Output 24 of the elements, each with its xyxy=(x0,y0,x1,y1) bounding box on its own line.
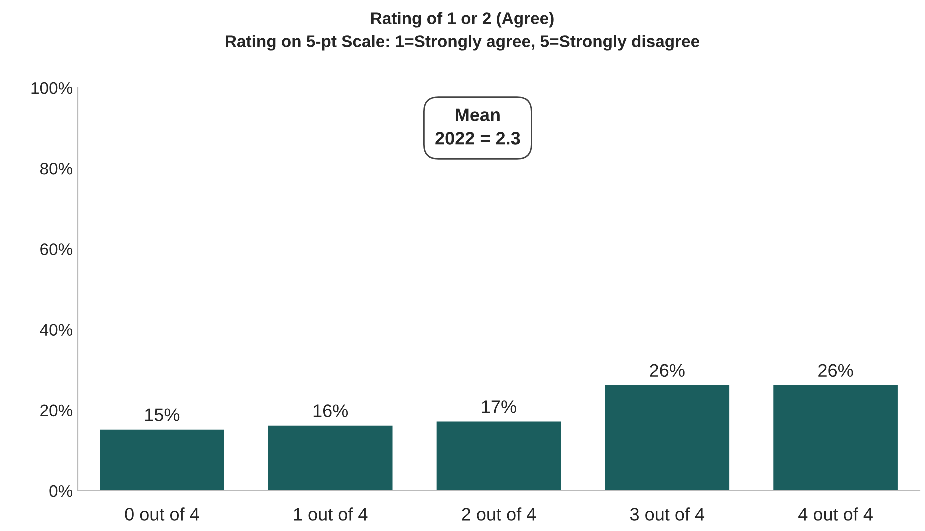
bar xyxy=(774,386,898,491)
data-label: 16% xyxy=(314,404,348,418)
x-tick-label: 0 out of 4 xyxy=(125,508,200,521)
annotation: Mean 2022 = 2.3 xyxy=(436,108,520,145)
y-tick-label: 100% xyxy=(32,82,73,94)
x-tick-label: 2 out of 4 xyxy=(462,508,536,521)
y-tick-label: 80% xyxy=(40,163,73,175)
x-tick-label: 4 out of 4 xyxy=(798,508,873,521)
y-tick-label: 40% xyxy=(40,324,73,336)
bar xyxy=(436,422,562,491)
bar xyxy=(605,386,730,491)
chart-title: Rating of 1 or 2 (Agree) xyxy=(371,12,554,28)
x-tick-label: 3 out of 4 xyxy=(630,508,705,521)
data-label: 17% xyxy=(482,400,516,414)
data-label: 26% xyxy=(650,364,685,378)
bar xyxy=(268,426,393,491)
data-label: 15% xyxy=(146,408,180,422)
y-tick-label: 20% xyxy=(40,404,73,417)
y-tick-label: 0% xyxy=(50,485,73,498)
data-label: 26% xyxy=(818,364,854,378)
x-tick-label: 1 out of 4 xyxy=(294,508,368,521)
y-tick-label: 60% xyxy=(40,244,73,256)
bar xyxy=(100,430,224,491)
chart-subtitle: Rating on 5-pt Scale: 1=Strongly agree, 5=Strongly disagree xyxy=(226,35,700,51)
